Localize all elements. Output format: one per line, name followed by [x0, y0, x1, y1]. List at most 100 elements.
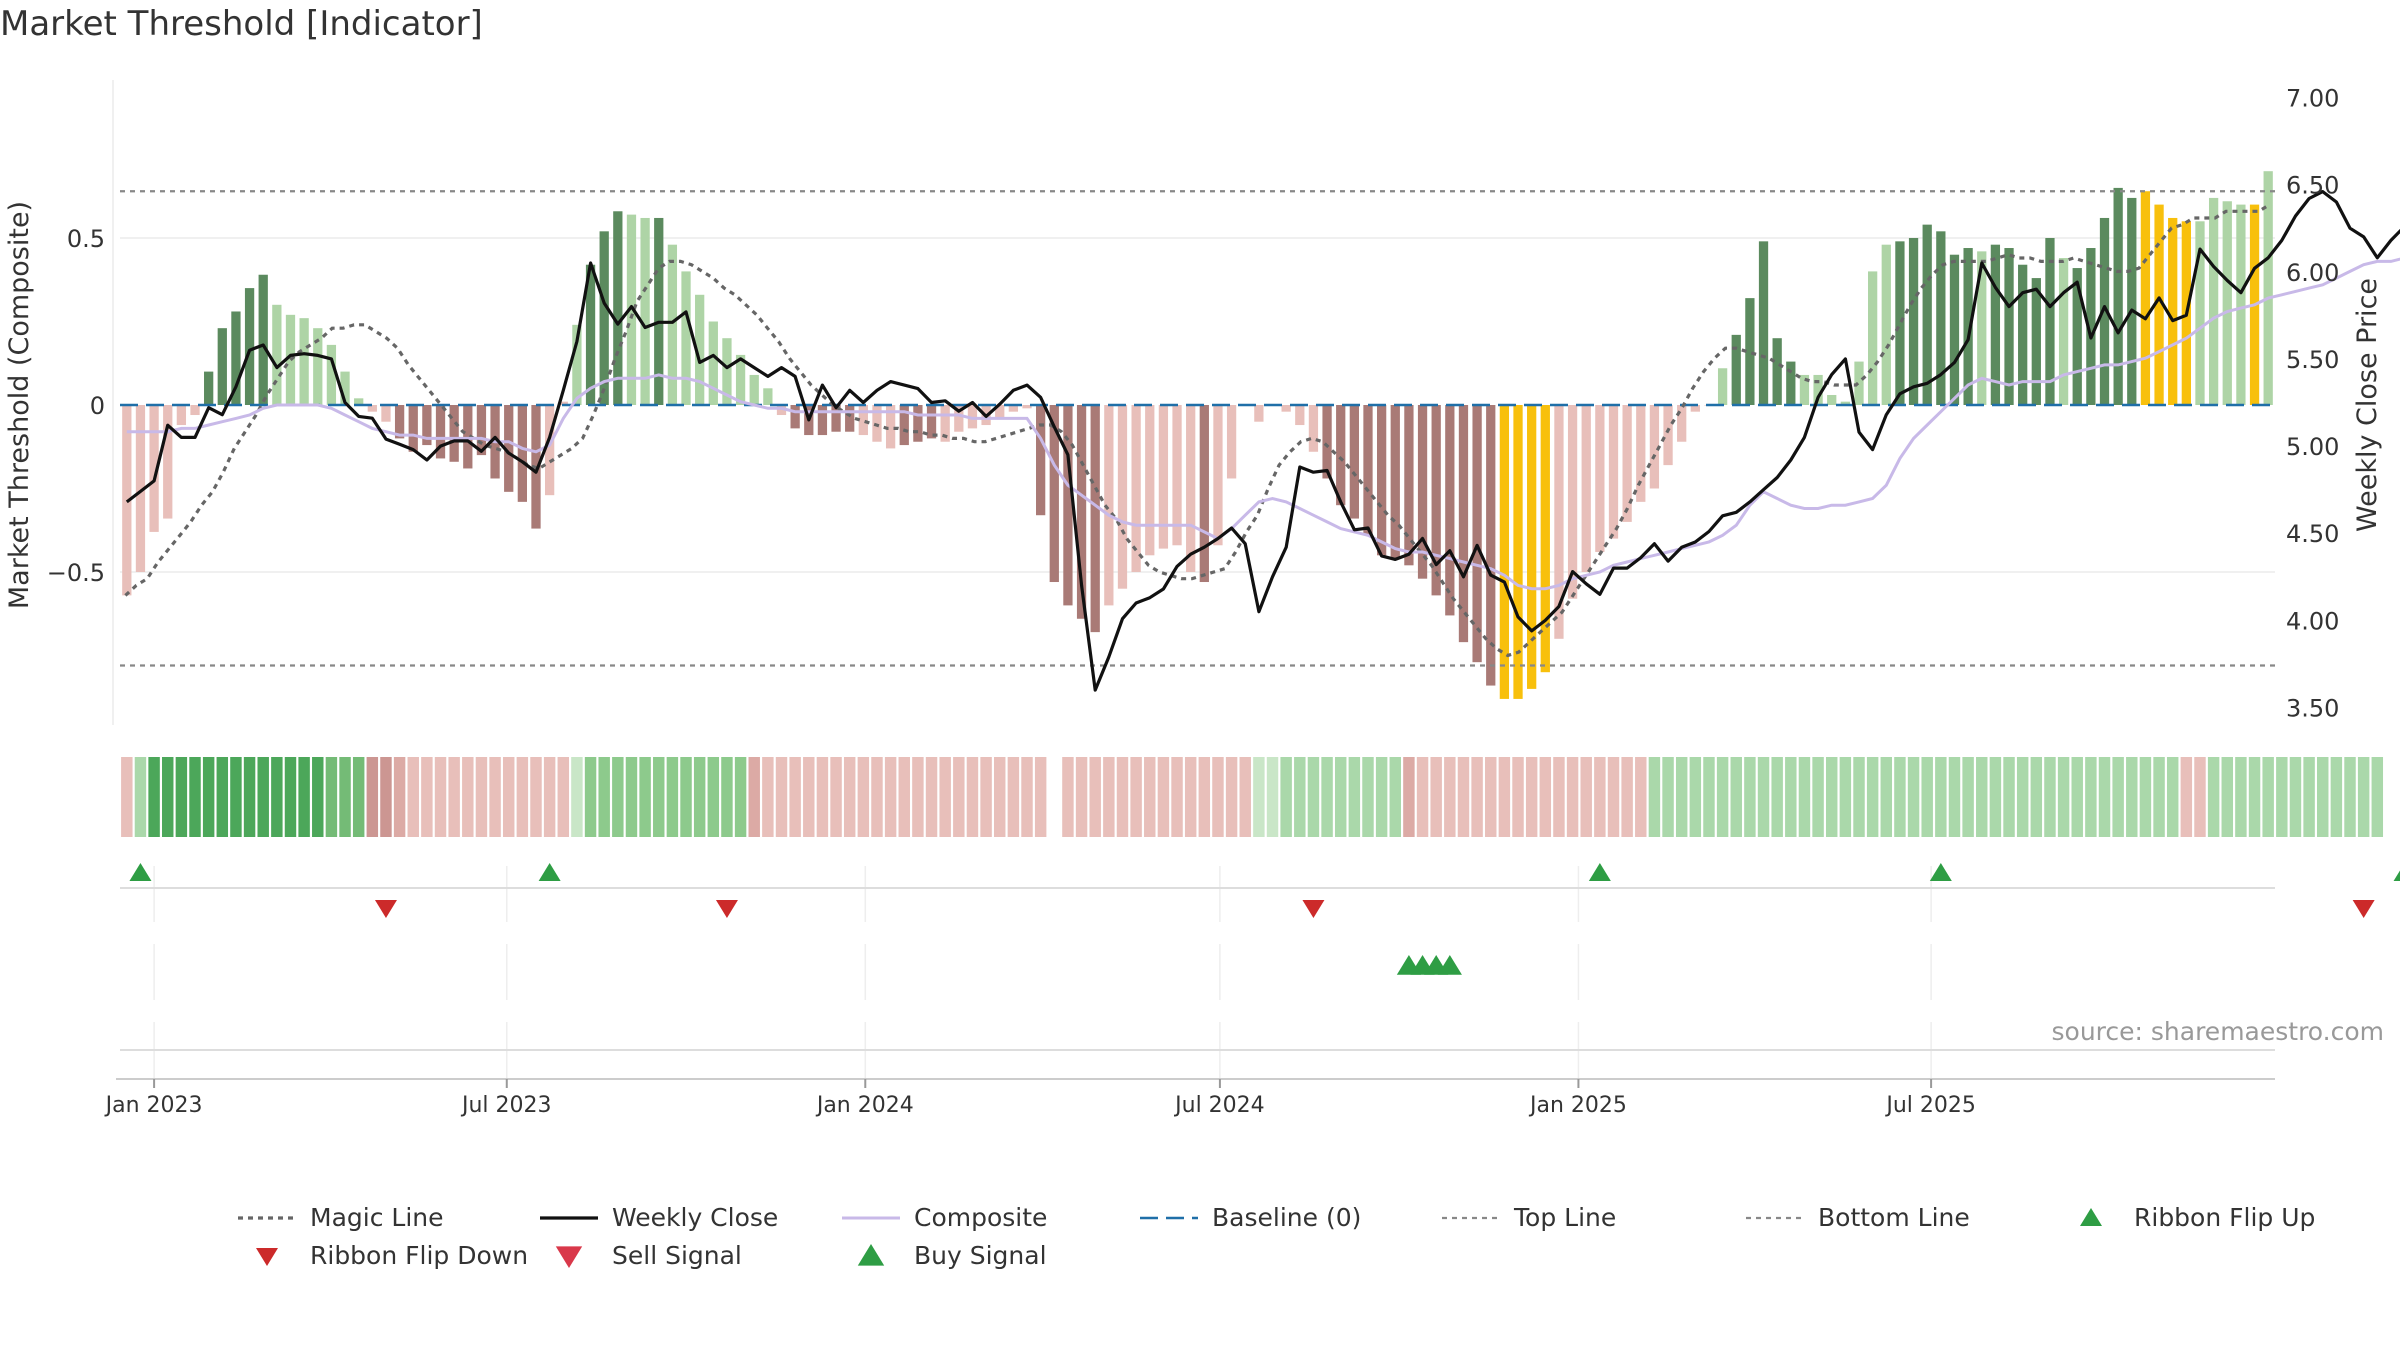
composite-bar: [367, 405, 377, 412]
ribbon-cell: [1171, 757, 1183, 837]
ribbon-cell: [1348, 757, 1361, 837]
composite-bar: [2168, 217, 2178, 405]
composite-bar: [626, 214, 637, 405]
ribbon-cell: [816, 757, 829, 837]
ribbon-cell: [953, 757, 965, 837]
ribbon-cell: [789, 757, 801, 837]
ribbon-flip-up-marker: [2393, 870, 2400, 881]
ribbon-cell: [2126, 757, 2138, 837]
ribbon-cell: [1703, 757, 1715, 837]
composite-bar: [449, 405, 459, 462]
legend-label: Sell Signal: [612, 1241, 742, 1270]
x-tick-label: Jan 2025: [1528, 1093, 1627, 1118]
ribbon-cell: [1785, 757, 1797, 837]
composite-bar: [790, 405, 800, 429]
legend-swatch: [555, 1246, 583, 1268]
composite-bar: [749, 374, 759, 405]
ribbon-cell: [1280, 757, 1292, 837]
ribbon-flip-up-marker: [538, 863, 561, 881]
magic-line: [124, 203, 2271, 658]
legend-label: Composite: [914, 1203, 1047, 1232]
composite-bar: [831, 405, 841, 432]
legend-item-composite: Composite: [842, 1203, 1047, 1232]
ribbon-cell: [1512, 757, 1524, 837]
composite-bar: [1008, 405, 1019, 412]
composite-bar: [1581, 405, 1591, 572]
ribbon-cell: [1744, 757, 1756, 837]
y-right-tick-label: 6.50: [2286, 172, 2339, 200]
composite-bar: [2154, 204, 2164, 405]
ribbon-cell: [1157, 757, 1170, 837]
composite-bar: [340, 371, 350, 405]
y-left-tick-label: 0.5: [67, 225, 105, 253]
composite-bar: [1854, 361, 1864, 405]
composite-bar: [1376, 405, 1387, 556]
composite-bar: [272, 304, 282, 405]
composite-bar: [1881, 244, 1891, 405]
ribbon-cell: [2371, 757, 2384, 837]
ribbon-flip-down-marker: [715, 900, 738, 918]
ribbon-cell: [462, 757, 474, 837]
ribbon-cell: [1962, 757, 1974, 837]
ribbon-cell: [571, 757, 583, 837]
ribbon-cell: [325, 757, 338, 837]
ribbon-cell: [2057, 757, 2070, 837]
legend-item-baseline: Baseline (0): [1140, 1203, 1361, 1232]
ribbon-cell: [1089, 757, 1101, 837]
ribbon-cell: [2194, 757, 2206, 837]
ribbon-cell: [557, 757, 570, 837]
ribbon-cell: [1894, 757, 1906, 837]
composite-bar: [763, 388, 773, 405]
composite-bar: [1349, 405, 1359, 519]
ribbon-cell: [339, 757, 351, 837]
legend-item-flipdown: Ribbon Flip Down: [256, 1241, 528, 1270]
ribbon-flip-up-marker: [1588, 863, 1611, 881]
composite-bar: [1036, 405, 1046, 516]
x-tick-label: Jan 2023: [104, 1093, 203, 1118]
ribbon-cell: [2044, 757, 2056, 837]
buy-signal-marker: [1437, 955, 1462, 975]
composite-bar: [1213, 405, 1223, 546]
ribbon-cell: [1444, 757, 1456, 837]
legend-label: Weekly Close: [612, 1203, 778, 1232]
ribbon-cell: [1839, 757, 1852, 837]
composite-bar: [776, 405, 787, 416]
composite-bar: [1390, 405, 1400, 559]
composite-bar: [258, 274, 268, 405]
composite-bar: [695, 294, 705, 405]
ribbon-flip-down-marker: [1302, 900, 1325, 918]
ribbon-cell: [502, 757, 515, 837]
ribbon-cell: [162, 757, 174, 837]
x-tick-label: Jul 2025: [1884, 1093, 1976, 1118]
composite-bar: [926, 405, 937, 439]
ribbon-cell: [1130, 757, 1142, 837]
ribbon-cell: [2317, 757, 2329, 837]
ribbon-cell: [1853, 757, 1865, 837]
composite-bar: [2058, 258, 2069, 405]
composite-bar: [1049, 405, 1059, 583]
ribbon-cell: [1935, 757, 1947, 837]
ribbon-cell: [2221, 757, 2233, 837]
ribbon-cell: [1730, 757, 1742, 837]
composite-bar: [1322, 405, 1332, 479]
ribbon-cell: [734, 757, 747, 837]
composite-bar: [1922, 224, 1932, 405]
composite-bar: [640, 217, 650, 405]
composite-bar: [285, 314, 296, 405]
ribbon-cell: [543, 757, 556, 837]
legend-item-buy: Buy Signal: [857, 1241, 1047, 1270]
composite-bar: [2195, 221, 2205, 405]
composite-bar: [1145, 405, 1155, 556]
ribbon-cell: [393, 757, 406, 837]
ribbon-cell: [2085, 757, 2097, 837]
composite-bar: [244, 288, 255, 405]
composite-bar: [2113, 187, 2123, 405]
composite-bar: [1295, 405, 1305, 426]
y-right-tick-label: 5.00: [2286, 433, 2339, 461]
composite-bar: [885, 405, 896, 449]
ribbon-cell: [612, 757, 624, 837]
ribbon-cell: [898, 757, 910, 837]
composite-bar: [940, 405, 950, 442]
ribbon-flip-down-marker: [374, 900, 397, 918]
